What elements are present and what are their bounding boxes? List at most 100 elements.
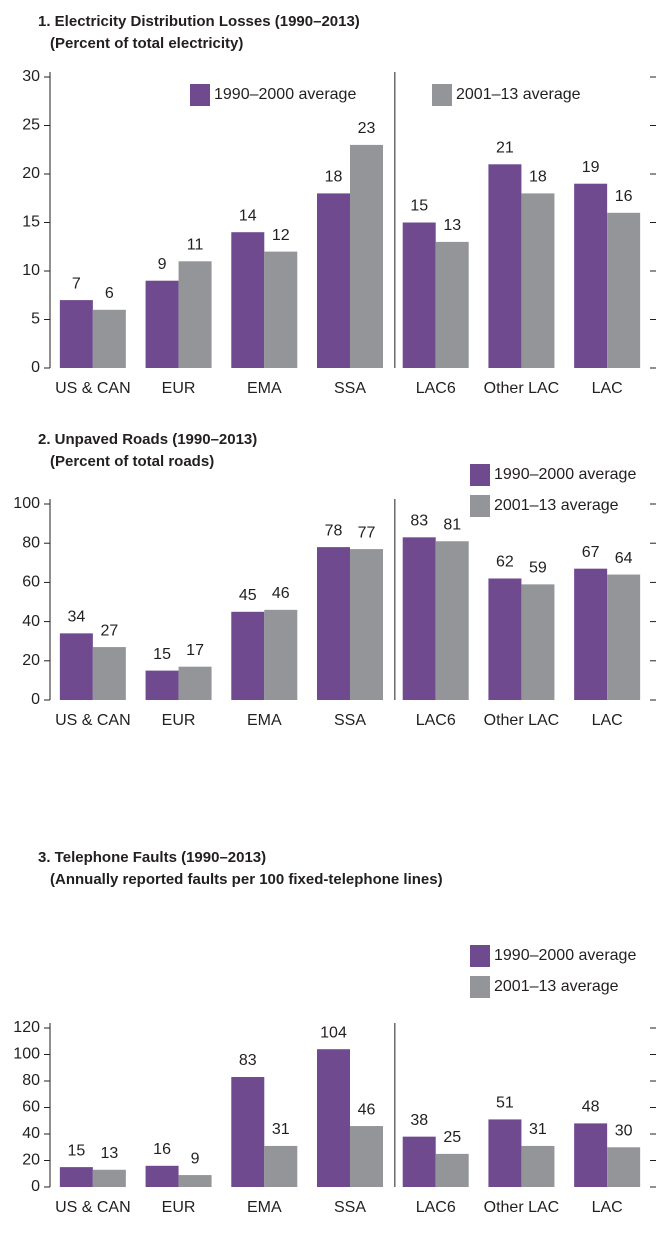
x-tick-label: Other LAC [484, 380, 560, 397]
bar [145, 280, 179, 368]
value-label: 16 [615, 188, 633, 205]
y-tick-label: 5 [31, 311, 40, 328]
bar [607, 212, 641, 368]
y-tick-label: 0 [31, 691, 40, 708]
value-label: 46 [358, 1101, 376, 1118]
y-tick-label: 60 [22, 1099, 40, 1116]
value-label: 67 [582, 544, 600, 561]
chart-subtitle: (Annually reported faults per 100 fixed-… [50, 871, 443, 888]
x-tick-label: EMA [247, 712, 282, 729]
y-tick-label: 100 [13, 495, 40, 512]
y-tick-label: 30 [22, 68, 40, 85]
bar [435, 541, 469, 700]
x-tick-label: LAC6 [416, 1199, 456, 1216]
value-label: 12 [272, 227, 290, 244]
legend-swatch [432, 84, 452, 106]
bar [145, 670, 179, 700]
chart-subtitle: (Percent of total roads) [50, 453, 214, 470]
bar [231, 1077, 265, 1187]
value-label: 18 [325, 169, 343, 186]
value-label: 62 [496, 554, 514, 571]
bar [231, 611, 265, 700]
legend-label: 2001–13 average [456, 86, 581, 103]
bar [488, 1119, 522, 1187]
bar [574, 1123, 608, 1187]
value-label: 15 [410, 198, 428, 215]
y-tick-label: 120 [13, 1019, 40, 1036]
bar [574, 183, 608, 368]
value-label: 59 [529, 560, 547, 577]
legend-swatch [470, 945, 490, 967]
bar [178, 1175, 212, 1187]
chart-title: 1. Electricity Distribution Losses (1990… [38, 13, 360, 30]
y-tick-label: 20 [22, 1152, 40, 1169]
y-tick-label: 100 [13, 1046, 40, 1063]
bar [435, 1153, 469, 1187]
y-tick-label: 40 [22, 613, 40, 630]
chart-subtitle: (Percent of total electricity) [50, 35, 243, 52]
x-tick-label: EUR [162, 1199, 196, 1216]
x-tick-label: US & CAN [55, 380, 131, 397]
value-label: 27 [100, 622, 118, 639]
bar [521, 193, 555, 368]
bar [59, 1167, 93, 1187]
y-tick-label: 0 [31, 359, 40, 376]
value-label: 83 [410, 513, 428, 530]
bar [92, 647, 126, 700]
y-tick-label: 0 [31, 1178, 40, 1195]
value-label: 13 [100, 1145, 118, 1162]
x-tick-label: LAC6 [416, 380, 456, 397]
bar [317, 547, 350, 700]
y-tick-label: 60 [22, 574, 40, 591]
value-label: 51 [496, 1095, 514, 1112]
bar [231, 232, 265, 368]
legend-label: 1990–2000 average [214, 86, 356, 103]
legend-swatch [470, 464, 490, 486]
x-tick-label: US & CAN [55, 1199, 131, 1216]
value-label: 16 [153, 1141, 171, 1158]
value-label: 31 [529, 1121, 547, 1138]
value-label: 25 [443, 1129, 461, 1146]
value-label: 38 [410, 1112, 428, 1129]
y-tick-label: 20 [22, 165, 40, 182]
bar [402, 537, 436, 700]
value-label: 81 [443, 516, 461, 533]
bar [264, 609, 298, 700]
value-label: 46 [272, 585, 290, 602]
bar [402, 1136, 436, 1187]
bar [317, 193, 350, 368]
bar [350, 144, 383, 368]
value-label: 64 [615, 550, 633, 567]
x-tick-label: SSA [334, 1199, 366, 1216]
value-label: 48 [582, 1099, 600, 1116]
x-tick-label: EUR [162, 712, 196, 729]
value-label: 7 [72, 275, 81, 292]
y-tick-label: 80 [22, 1072, 40, 1089]
bar [574, 568, 608, 700]
value-label: 15 [153, 646, 171, 663]
value-label: 45 [239, 587, 257, 604]
legend-swatch [190, 84, 210, 106]
y-tick-label: 20 [22, 652, 40, 669]
bar [92, 309, 126, 368]
value-label: 30 [615, 1122, 633, 1139]
value-label: 11 [187, 237, 204, 254]
value-label: 31 [272, 1121, 290, 1138]
legend-swatch [470, 976, 490, 998]
legend-label: 2001–13 average [494, 497, 619, 514]
bar [178, 666, 212, 700]
x-tick-label: EMA [247, 380, 282, 397]
bar [350, 549, 383, 700]
bar [607, 574, 641, 700]
value-label: 21 [496, 140, 514, 157]
value-label: 19 [582, 159, 600, 176]
x-tick-label: LAC [592, 1199, 623, 1216]
value-label: 13 [443, 217, 461, 234]
x-tick-label: LAC6 [416, 712, 456, 729]
bar [59, 633, 93, 700]
y-tick-label: 15 [22, 214, 40, 231]
bar [521, 584, 555, 700]
value-label: 18 [529, 169, 547, 186]
bar [488, 578, 522, 700]
